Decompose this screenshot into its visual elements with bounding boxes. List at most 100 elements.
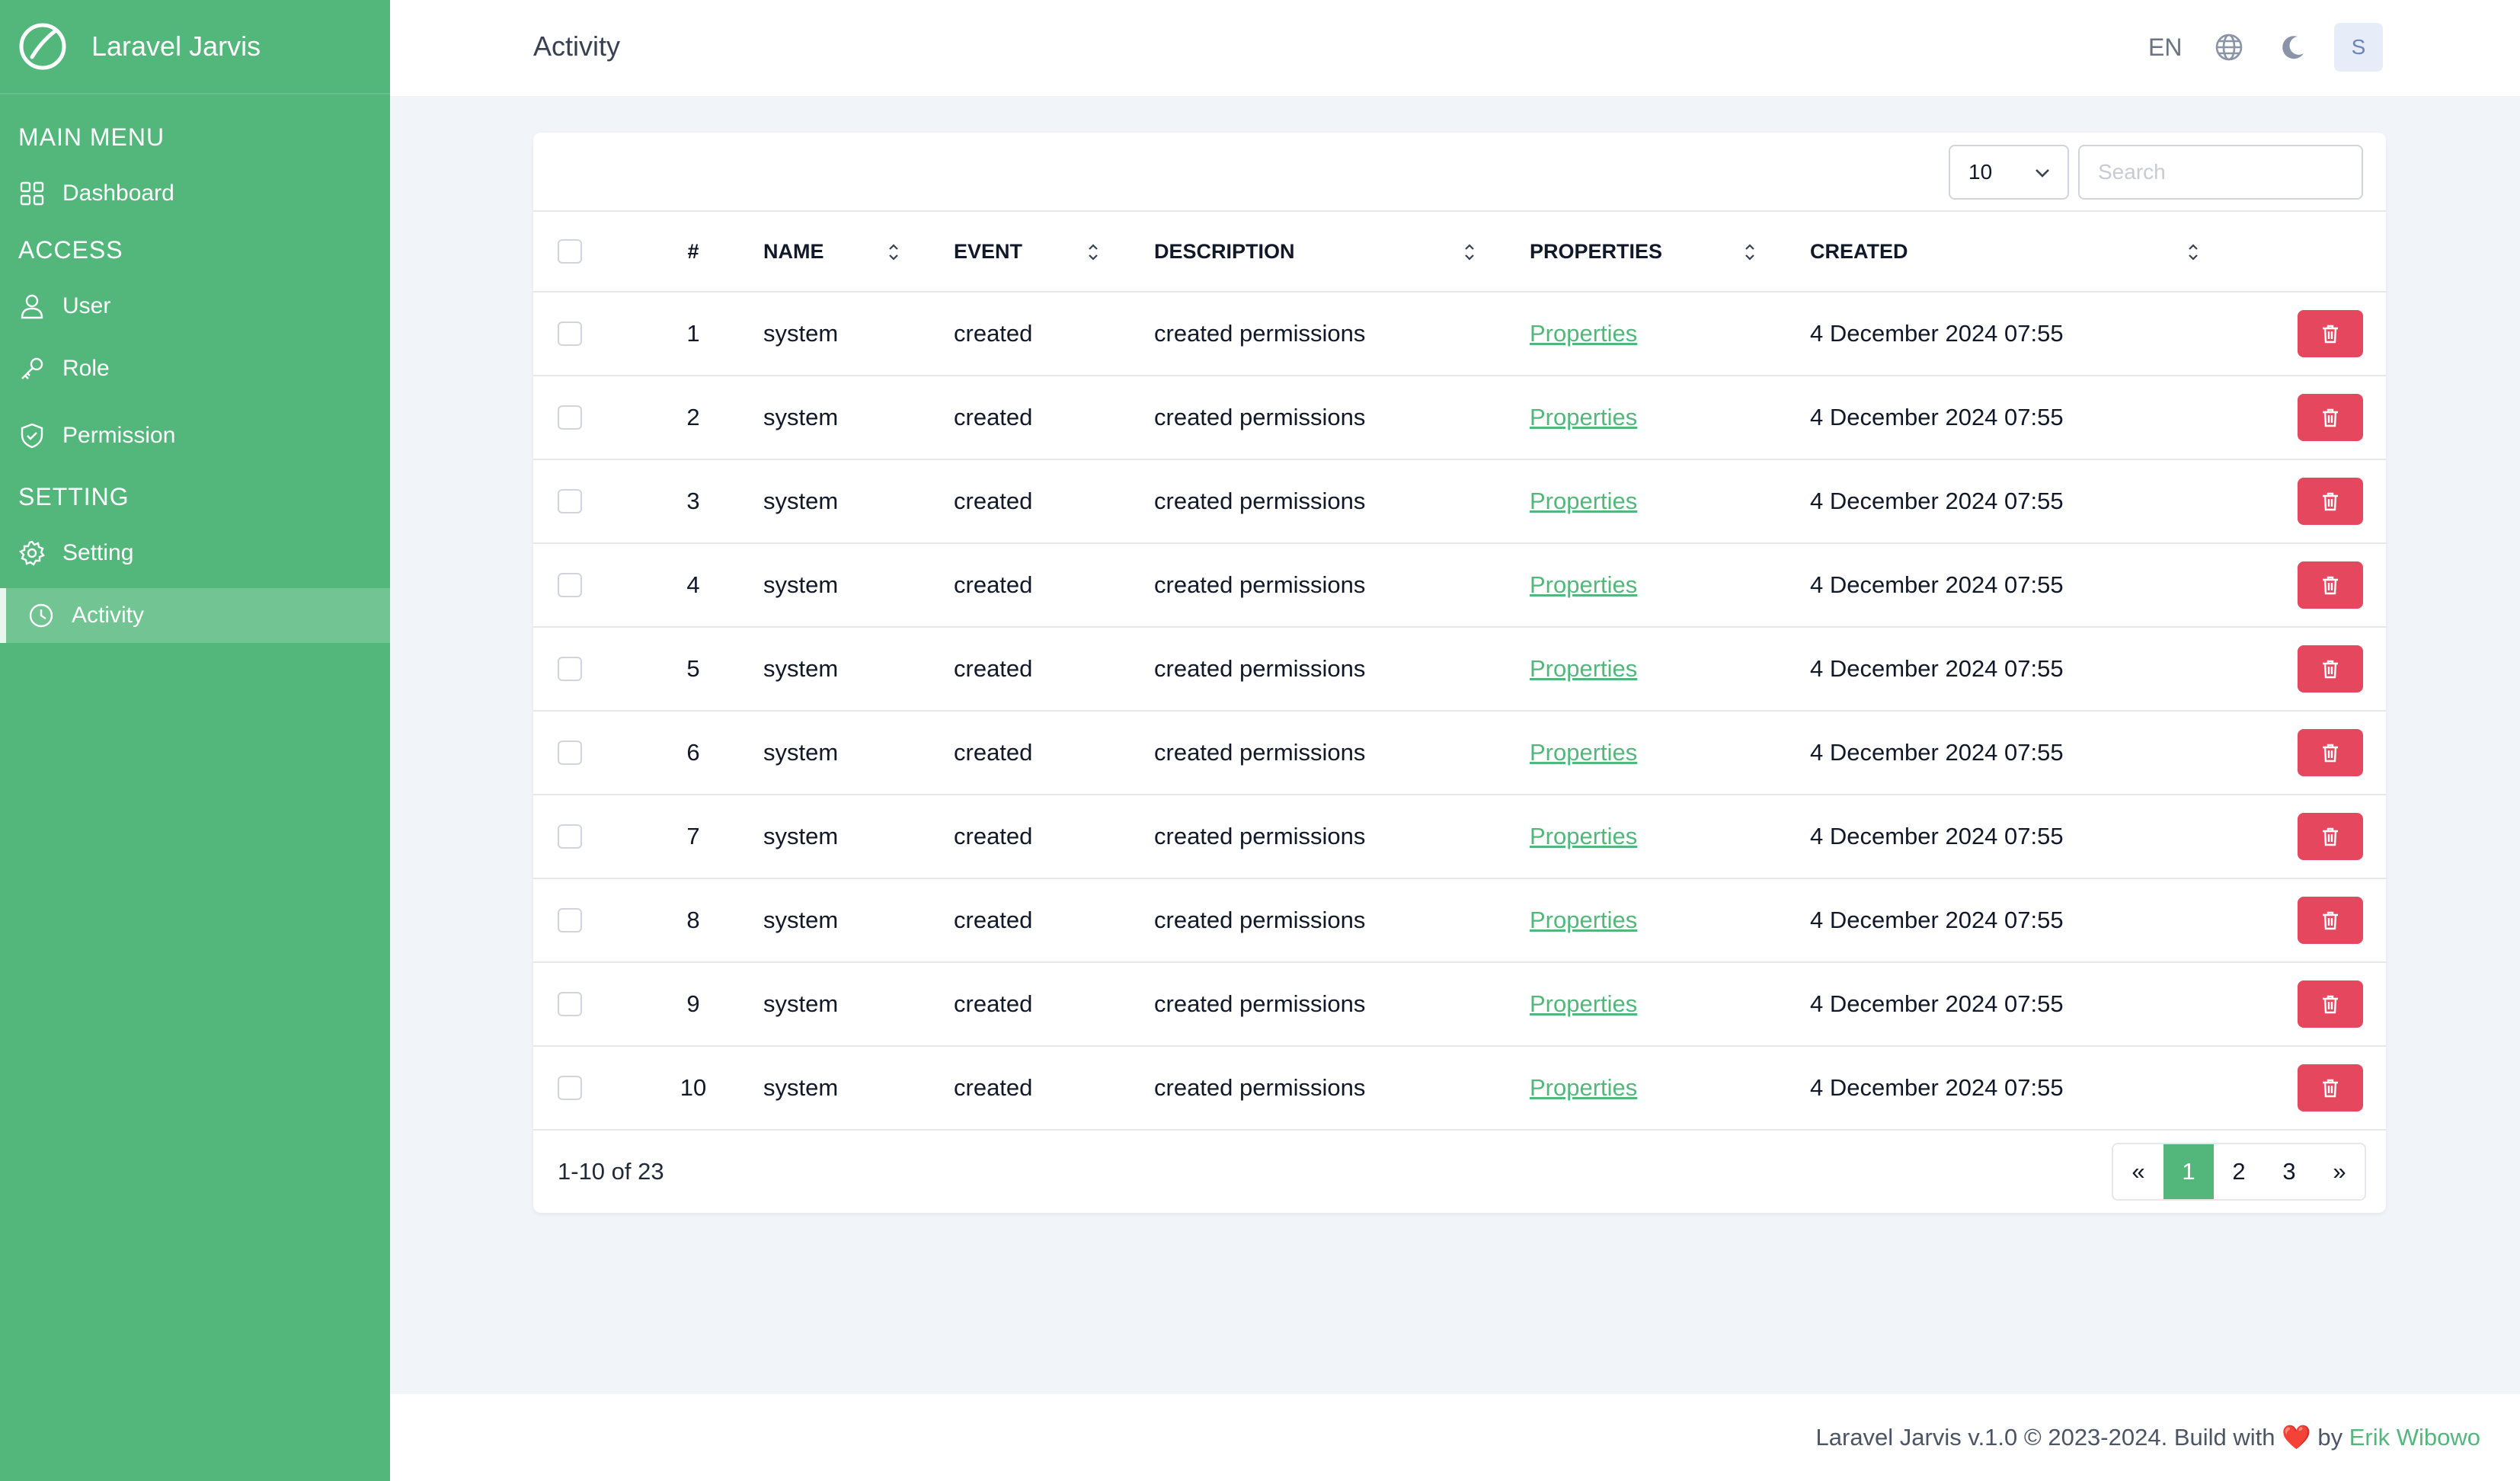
properties-link[interactable]: Properties [1530,571,1637,599]
column-header-number[interactable]: # [655,212,731,291]
section-setting: SETTING [0,469,390,524]
delete-button[interactable] [2298,394,2363,441]
sort-icon[interactable] [1461,241,1478,264]
sidebar-item-role[interactable]: Role [0,335,390,402]
row-event: created [954,879,1032,961]
row-checkbox[interactable] [558,573,582,597]
sort-icon[interactable] [1741,241,1758,264]
column-header-description[interactable]: DESCRIPTION [1154,212,1295,291]
row-description: created permissions [1154,1047,1365,1129]
pagination-page-3[interactable]: 3 [2264,1144,2314,1199]
row-event: created [954,544,1032,626]
row-checkbox[interactable] [558,405,582,430]
properties-link[interactable]: Properties [1530,1074,1637,1102]
sidebar-item-dashboard[interactable]: Dashboard [0,165,390,222]
user-icon [18,293,46,320]
delete-button[interactable] [2298,561,2363,609]
row-created: 4 December 2024 07:55 [1810,376,2064,459]
footer-text: Laravel Jarvis v.1.0 © 2023-2024. Build … [1816,1423,2480,1451]
trash-icon [2319,825,2342,848]
pagination-next[interactable]: » [2314,1144,2365,1199]
heart-icon: ❤️ [2282,1424,2311,1451]
sort-icon[interactable] [2185,241,2202,264]
row-name: system [763,712,838,794]
column-header-name[interactable]: NAME [763,212,824,291]
delete-button[interactable] [2298,729,2363,776]
activity-card: 10 # NAME EVENT DESCRIPTION PROPERTIES C… [533,133,2386,1213]
column-header-properties[interactable]: PROPERTIES [1530,212,1662,291]
properties-link[interactable]: Properties [1530,320,1637,347]
table-row: 4 system created created permissions Propert… [533,544,2386,628]
table-row: 1 system created created permissions Propert… [533,293,2386,376]
row-checkbox[interactable] [558,1076,582,1100]
row-name: system [763,628,838,710]
row-created: 4 December 2024 07:55 [1810,293,2064,375]
delete-button[interactable] [2298,980,2363,1028]
row-checkbox[interactable] [558,908,582,932]
select-all-checkbox[interactable] [558,239,582,264]
delete-button[interactable] [2298,478,2363,525]
sidebar-item-label: Permission [62,423,175,449]
per-page-select[interactable]: 10 [1949,145,2069,200]
brand[interactable]: Laravel Jarvis [0,0,390,94]
table-footer: 1-10 of 23 « 1 2 3 » [533,1131,2386,1213]
author-link[interactable]: Erik Wibowo [2349,1424,2480,1451]
row-checkbox[interactable] [558,657,582,681]
properties-link[interactable]: Properties [1530,739,1637,766]
row-event: created [954,628,1032,710]
row-name: system [763,544,838,626]
pagination-page-1[interactable]: 1 [2163,1144,2214,1199]
table-toolbar: 10 [533,133,2386,212]
properties-link[interactable]: Properties [1530,907,1637,934]
language-label[interactable]: EN [2148,34,2182,62]
row-name: system [763,460,838,542]
table-row: 3 system created created permissions Propert… [533,460,2386,544]
row-event: created [954,460,1032,542]
sidebar-item-setting[interactable]: Setting [0,524,390,582]
moon-icon[interactable] [2275,29,2311,66]
sidebar-item-label: Role [62,356,110,382]
row-created: 4 December 2024 07:55 [1810,544,2064,626]
row-number: 2 [655,376,731,459]
chevron-down-icon [2032,163,2052,183]
row-checkbox[interactable] [558,321,582,346]
table-row: 6 system created created permissions Propert… [533,712,2386,795]
trash-icon [2319,322,2342,345]
section-main-menu: MAIN MENU [0,110,390,165]
properties-link[interactable]: Properties [1530,990,1637,1018]
row-description: created permissions [1154,544,1365,626]
properties-link[interactable]: Properties [1530,404,1637,431]
properties-link[interactable]: Properties [1530,655,1637,683]
delete-button[interactable] [2298,310,2363,357]
row-description: created permissions [1154,460,1365,542]
row-description: created permissions [1154,795,1365,878]
delete-button[interactable] [2298,1064,2363,1112]
pagination-prev[interactable]: « [2113,1144,2163,1199]
pagination-page-2[interactable]: 2 [2214,1144,2264,1199]
delete-button[interactable] [2298,897,2363,944]
delete-button[interactable] [2298,813,2363,860]
avatar[interactable]: S [2334,23,2383,72]
row-number: 9 [655,963,731,1045]
sort-icon[interactable] [885,241,902,264]
table-body: 1 system created created permissions Propert… [533,293,2386,1131]
row-checkbox[interactable] [558,489,582,513]
trash-icon [2319,406,2342,429]
row-checkbox[interactable] [558,992,582,1016]
row-description: created permissions [1154,376,1365,459]
row-created: 4 December 2024 07:55 [1810,1047,2064,1129]
sidebar-item-activity[interactable]: Activity [0,588,390,643]
properties-link[interactable]: Properties [1530,488,1637,515]
delete-button[interactable] [2298,645,2363,693]
column-header-created[interactable]: CREATED [1810,212,1908,291]
sidebar-item-user[interactable]: User [0,277,390,335]
search-input[interactable] [2078,145,2363,200]
row-checkbox[interactable] [558,824,582,849]
row-checkbox[interactable] [558,740,582,765]
properties-link[interactable]: Properties [1530,823,1637,850]
row-created: 4 December 2024 07:55 [1810,879,2064,961]
sidebar-item-permission[interactable]: Permission [0,402,390,469]
sort-icon[interactable] [1085,241,1102,264]
globe-icon[interactable] [2211,29,2247,66]
column-header-event[interactable]: EVENT [954,212,1022,291]
